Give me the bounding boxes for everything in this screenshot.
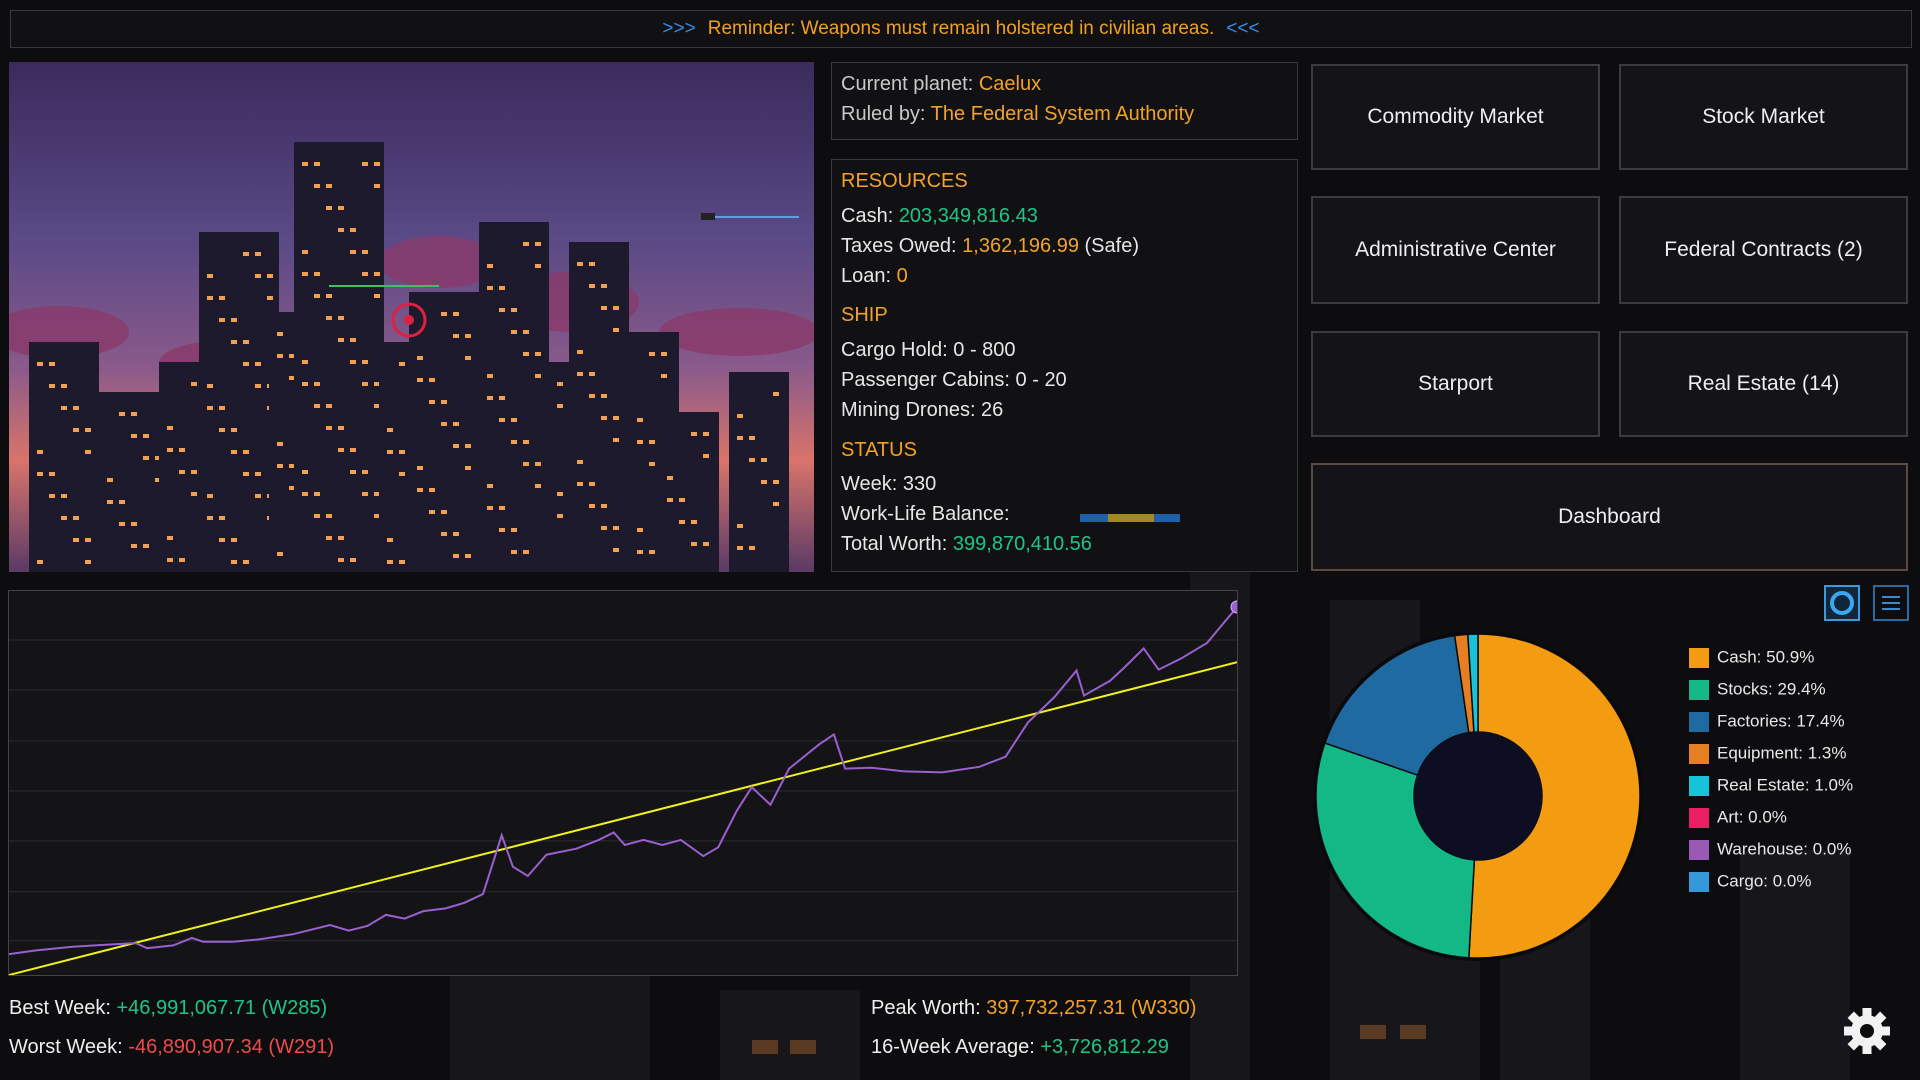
menu-button[interactable]: Administrative Center xyxy=(1311,196,1600,304)
heading: STATUS xyxy=(841,439,917,461)
worth-chart xyxy=(8,590,1238,976)
menu-button[interactable]: Real Estate (14) xyxy=(1619,331,1908,437)
legend-label: Real Estate: 1.0% xyxy=(1717,775,1853,794)
donut-hole xyxy=(1414,732,1542,860)
best-week: Best Week: +46,991,067.71 (W285) xyxy=(9,997,327,1020)
legend-label: Stocks: 29.4% xyxy=(1717,679,1826,698)
legend-swatch xyxy=(1689,712,1709,732)
planet-line: Current planet: Caelux xyxy=(841,69,1288,99)
planet-panel: Current planet: Caelux Ruled by: The Fed… xyxy=(831,62,1298,140)
label: Work-Life Balance: xyxy=(841,503,1010,525)
legend-label: Cash: 50.9% xyxy=(1717,647,1814,666)
worth-line: Total Worth: 399,870,410.56 xyxy=(841,533,1092,556)
loan-line: Loan: 0 xyxy=(841,265,908,288)
dashboard-button[interactable]: Dashboard xyxy=(1311,463,1908,571)
legend-swatch xyxy=(1689,776,1709,796)
legend-swatch xyxy=(1689,840,1709,860)
legend-swatch xyxy=(1689,808,1709,828)
list-view-button[interactable] xyxy=(1873,585,1909,621)
label: Taxes Owed: xyxy=(841,235,957,257)
worth-line xyxy=(9,606,1237,956)
legend-swatch xyxy=(1689,648,1709,668)
balance-bar xyxy=(1080,514,1180,522)
worth: 399,870,410.56 xyxy=(952,533,1092,555)
label: Worst Week: xyxy=(9,1036,123,1058)
ship-line: Mining Drones: 26 xyxy=(841,399,1004,421)
cash-line: Cash: 203,349,816.43 xyxy=(841,205,1038,228)
label: 16-Week Average: xyxy=(871,1036,1035,1058)
portfolio-donut: Cash: 50.9% Stocks: 29.4% Factories: 17.4%… xyxy=(1313,631,1853,961)
banner-arrows: >>> xyxy=(662,18,696,39)
legend-swatch xyxy=(1689,872,1709,892)
legend-label: Cargo: 0.0% xyxy=(1717,871,1812,890)
menu-button[interactable]: Starport xyxy=(1311,331,1600,437)
legend-label: Factories: 17.4% xyxy=(1717,711,1845,730)
value: +3,726,812.29 xyxy=(1040,1036,1169,1058)
legend-label: Art: 0.0% xyxy=(1717,807,1787,826)
week-average: 16-Week Average: +3,726,812.29 xyxy=(871,1036,1169,1059)
balance-line: Work-Life Balance: xyxy=(841,503,1010,526)
banner-arrows: <<< xyxy=(1226,18,1260,39)
menu-button[interactable]: Stock Market xyxy=(1619,64,1908,170)
donut-view-button[interactable] xyxy=(1824,585,1860,621)
value: 397,732,257.31 (W330) xyxy=(986,997,1197,1019)
label: Cash: xyxy=(841,205,894,227)
ship-line: Passenger Cabins: 0 - 20 xyxy=(841,369,1067,391)
taxes: 1,362,196.99 xyxy=(962,235,1079,257)
settings-button[interactable] xyxy=(1842,1006,1892,1056)
worst-week: Worst Week: -46,890,907.34 (W291) xyxy=(9,1036,334,1059)
value: -46,890,907.34 (W291) xyxy=(128,1036,334,1058)
label: Peak Worth: xyxy=(871,997,981,1019)
label: Total Worth: xyxy=(841,533,948,555)
label: Current planet: xyxy=(841,73,974,95)
menu-button[interactable]: Federal Contracts (2) xyxy=(1619,196,1908,304)
end-point xyxy=(1230,600,1237,614)
cash: 203,349,816.43 xyxy=(898,205,1038,227)
peak-worth: Peak Worth: 397,732,257.31 (W330) xyxy=(871,997,1196,1020)
planet-name: Caelux xyxy=(978,73,1042,95)
ruler-line: Ruled by: The Federal System Authority xyxy=(841,99,1288,129)
label: Loan: xyxy=(841,265,892,287)
legend-label: Warehouse: 0.0% xyxy=(1717,839,1852,858)
heading: SHIP xyxy=(841,304,888,326)
menu-button[interactable]: Commodity Market xyxy=(1311,64,1600,170)
city-illustration xyxy=(9,62,814,572)
loan: 0 xyxy=(896,265,908,287)
heading: RESOURCES xyxy=(841,170,968,192)
week-line: Week: 330 xyxy=(841,473,937,495)
taxes-note: (Safe) xyxy=(1084,235,1139,257)
status-panel: RESOURCES Cash: 203,349,816.43 Taxes Owe… xyxy=(831,159,1298,572)
banner-text: Reminder: Weapons must remain holstered … xyxy=(707,18,1215,39)
label: Best Week: xyxy=(9,997,111,1019)
trend-line xyxy=(9,661,1237,975)
label: Ruled by: xyxy=(841,103,926,125)
ruler-name: The Federal System Authority xyxy=(930,103,1195,125)
taxes-line: Taxes Owed: 1,362,196.99 (Safe) xyxy=(841,235,1139,258)
legend-label: Equipment: 1.3% xyxy=(1717,743,1846,762)
value: +46,991,067.71 (W285) xyxy=(116,997,328,1019)
ship-line: Cargo Hold: 0 - 800 xyxy=(841,339,1016,361)
legend-swatch xyxy=(1689,680,1709,700)
legend-swatch xyxy=(1689,744,1709,764)
reminder-banner: >>> Reminder: Weapons must remain holster… xyxy=(10,10,1912,48)
